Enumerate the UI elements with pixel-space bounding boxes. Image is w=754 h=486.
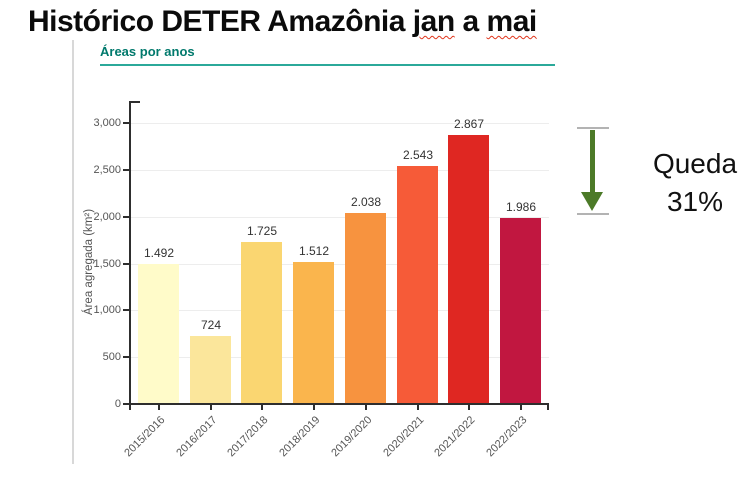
x-axis-end-tick — [547, 405, 549, 410]
bar-value-2017-2018: 1.725 — [246, 224, 278, 238]
x-tick-2 — [261, 405, 263, 410]
page-title: Histórico DETER Amazônia jan a mai — [28, 5, 728, 39]
bar-value-2021-2022: 2.867 — [453, 117, 485, 131]
gridline-1500 — [131, 264, 549, 265]
bar-value-2022-2023: 1.986 — [505, 200, 537, 214]
bar-2015-2016 — [138, 264, 179, 404]
down-arrow-shaft — [590, 130, 595, 196]
y-tick-2500 — [123, 169, 129, 171]
bar-chart: Área agregada (km²) 1.492 724 1.725 1.512 2.… — [83, 101, 549, 459]
card-left-border — [72, 40, 74, 464]
x-tick-6 — [468, 405, 470, 410]
y-tick-label-2000: 2,000 — [93, 211, 121, 223]
y-tick-label-1000: 1,000 — [93, 304, 121, 316]
gridline-1000 — [131, 310, 549, 311]
y-tick-label-3000: 3,000 — [93, 117, 121, 129]
bar-value-2019-2020: 2.038 — [350, 195, 382, 209]
gridline-3000 — [131, 123, 549, 124]
page-title-connector: a — [462, 5, 480, 38]
drop-annotation: Queda 31% — [638, 145, 752, 221]
down-arrow-icon — [581, 192, 603, 211]
chart-subtitle-underline — [100, 64, 555, 66]
gridline-500 — [131, 357, 549, 358]
y-tick-label-2500: 2,500 — [93, 164, 121, 176]
bar-value-2018-2019: 1.512 — [298, 244, 330, 258]
y-tick-3000 — [123, 122, 129, 124]
bar-value-2016-2017: 724 — [200, 318, 222, 332]
gridline-2000 — [131, 217, 549, 218]
drop-annotation-line1: Queda — [652, 148, 738, 179]
y-tick-0 — [123, 403, 129, 405]
page-title-word-mai: mai — [486, 5, 538, 38]
y-tick-label-500: 500 — [102, 351, 121, 363]
y-tick-500 — [123, 356, 129, 358]
bar-value-2015-2016: 1.492 — [143, 246, 175, 260]
gridline-2500 — [131, 170, 549, 171]
y-tick-2000 — [123, 216, 129, 218]
x-tick-1 — [210, 405, 212, 410]
arrow-bottom-cap — [577, 213, 609, 215]
page-title-prefix: Histórico DETER Amazônia — [28, 5, 405, 38]
drop-annotation-line2: 31% — [666, 186, 724, 217]
bar-2017-2018 — [241, 242, 282, 404]
bar-2022-2023 — [500, 218, 541, 404]
arrow-top-cap — [577, 127, 609, 129]
bar-2020-2021 — [397, 166, 438, 404]
bar-2018-2019 — [293, 262, 334, 404]
bar-2021-2022 — [448, 135, 489, 404]
y-axis-line — [129, 101, 131, 410]
bar-2016-2017 — [190, 336, 231, 404]
bar-value-2020-2021: 2.543 — [402, 148, 434, 162]
x-tick-7 — [520, 405, 522, 410]
x-tick-5 — [417, 405, 419, 410]
y-axis-top-cap — [131, 101, 140, 103]
y-tick-1000 — [123, 309, 129, 311]
x-tick-0 — [158, 405, 160, 410]
chart-subtitle: Áreas por anos — [100, 44, 195, 59]
x-axis-line — [129, 403, 549, 405]
y-tick-1500 — [123, 263, 129, 265]
y-tick-label-0: 0 — [114, 398, 121, 410]
x-tick-4 — [365, 405, 367, 410]
page-title-word-jan: jan — [412, 5, 455, 38]
bar-2019-2020 — [345, 213, 386, 404]
x-tick-3 — [313, 405, 315, 410]
y-tick-label-1500: 1,500 — [93, 258, 121, 270]
